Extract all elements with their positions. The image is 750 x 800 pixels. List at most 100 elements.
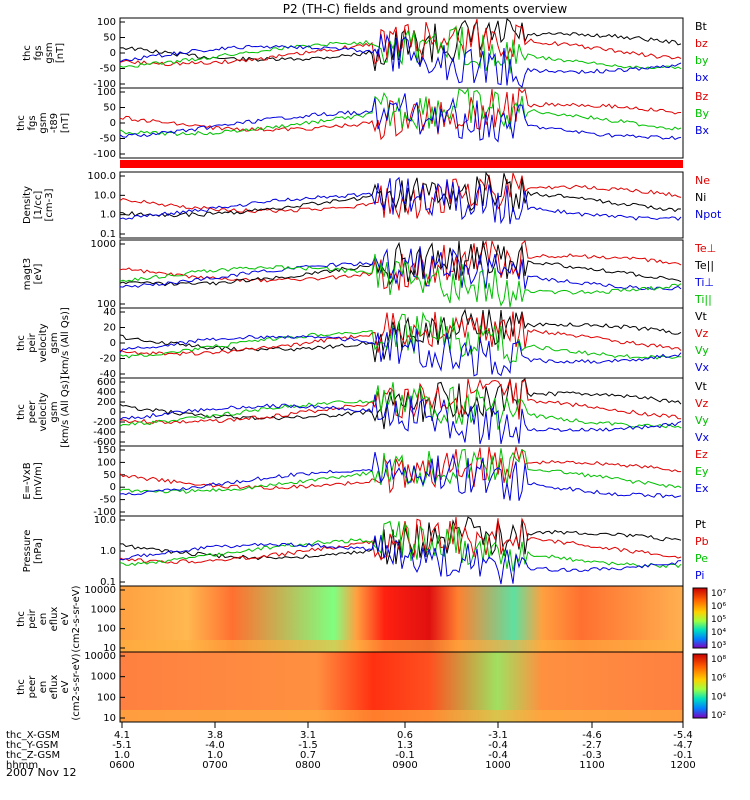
quality-flag-bar (120, 160, 683, 168)
axis-row-value: 0.6 (397, 730, 413, 741)
legend-Ni: Ni (695, 191, 706, 204)
y-tick-label: 400 (97, 387, 116, 398)
y-tick-label: 10000 (84, 651, 116, 662)
colorbar-peirflux (692, 587, 708, 649)
series-line-temp-1 (119, 240, 682, 287)
series-line-efield-1 (119, 448, 682, 494)
legend-Pb: Pb (695, 535, 709, 548)
axis-row-value: 1.0 (114, 750, 130, 761)
axis-row-value: 0800 (295, 760, 320, 771)
axis-row-value: 0700 (202, 760, 227, 771)
chart-title: P2 (TH-C) fields and ground moments over… (283, 2, 568, 16)
series-line-temp-2 (119, 246, 682, 291)
y-axis-label: [km/s (All Qs)] (60, 307, 71, 379)
y-tick-label: -50 (100, 495, 116, 506)
series-line-efield-2 (119, 451, 682, 501)
y-tick-label: 10 (103, 713, 116, 724)
series-line-fgs-0 (119, 18, 682, 71)
y-tick-label: 1000 (91, 239, 116, 250)
y-tick-label: 100 (97, 87, 116, 98)
series-line-peirvel-2 (119, 311, 682, 364)
legend-Bt: Bt (695, 20, 708, 33)
y-axis-label: (cm2-s-sr-eV) (71, 585, 82, 652)
y-tick-label: -50 (100, 134, 116, 145)
axis-row-value: 1000 (485, 760, 510, 771)
axis-row-value: -0.1 (673, 750, 693, 761)
colorbar-tick-label: 10⁴ (711, 628, 726, 638)
legend-Vz: Vz (695, 397, 709, 410)
series-line-peervel-1 (119, 378, 682, 425)
y-tick-label: 100 (97, 17, 116, 28)
panel-frame-fgs (119, 17, 684, 89)
y-tick-label: 100 (97, 457, 116, 468)
series-line-peirvel-3 (119, 327, 682, 377)
y-axis-label: gsm (38, 112, 49, 133)
y-tick-label: 1000 (91, 672, 116, 683)
y-tick-label: -100 (93, 507, 116, 518)
legend-Pt: Pt (695, 518, 707, 531)
panel-peerflux: 10⁸ 10⁶ 10⁴ 10² 10000 1000 100 10 thc peer en eflux… (16, 651, 726, 724)
y-tick-label: 20 (103, 323, 116, 334)
series-line-pressure-3 (119, 534, 682, 585)
y-tick-label: 40 (103, 307, 116, 318)
legend-Npot: Npot (695, 208, 722, 221)
y-axis-label: thc (16, 611, 27, 627)
axis-row-label: thc_X-GSM (6, 730, 60, 741)
legend-Vt: Vt (695, 380, 708, 393)
y-axis-label: peir (27, 608, 38, 628)
y-tick-label: -50 (100, 64, 116, 75)
x-axis-labels: thc_X-GSM 4.1 3.8 3.1 0.6 -3.1 -4.6 -5.4 thc_Y-G… (6, 722, 696, 771)
series-line-density-2 (119, 176, 682, 225)
y-axis-label: thc (22, 45, 33, 61)
y-tick-label: 100 (97, 299, 116, 310)
y-axis-label: velocity (38, 323, 49, 362)
y-tick-label: 200 (97, 397, 116, 408)
y-axis-label: E=-VxB (22, 462, 33, 499)
axis-row-value: 1.3 (397, 740, 413, 751)
y-tick-label: -200 (93, 417, 116, 428)
series-line-fgs-3 (119, 33, 682, 88)
y-tick-label: -400 (93, 427, 116, 438)
series-line-fgm-1 (119, 87, 682, 137)
legend-Vx: Vx (695, 431, 710, 444)
y-tick-label: 0 (110, 118, 116, 129)
axis-row-value: 0600 (109, 760, 134, 771)
y-tick-label: 50 (103, 103, 116, 114)
colorbar-tick-label: 10⁷ (711, 589, 726, 599)
y-axis-label: thc (16, 404, 27, 420)
axis-row-value: 1.0 (207, 750, 223, 761)
axis-row-value: 1200 (670, 760, 695, 771)
y-tick-label: 0.1 (100, 577, 116, 588)
legend-Vz: Vz (695, 327, 709, 340)
panel-frame-peerflux (119, 651, 684, 723)
y-tick-label: 0 (110, 482, 116, 493)
axis-row-value: 4.1 (114, 730, 130, 741)
series-line-fgm-0 (119, 87, 682, 141)
axis-row-value: 0900 (392, 760, 417, 771)
y-axis-label: eflux (49, 675, 60, 700)
y-axis-label: eV (60, 680, 71, 693)
series-line-peervel-2 (119, 382, 682, 430)
y-tick-label: 1.0 (100, 546, 116, 557)
y-tick-label: 50 (103, 470, 116, 481)
y-tick-label: 10000 (84, 585, 116, 596)
y-axis-label: [1/cc] (33, 191, 44, 220)
axis-row-value: 0.7 (300, 750, 316, 761)
panel-density: 100.0 10.0 1.0 0.1 Density [1/cc] [cm-3] Ne Ni Np… (22, 171, 722, 240)
series-line-efield-0 (119, 446, 681, 494)
y-tick-label: 0 (110, 407, 116, 418)
series-line-peervel-0 (119, 378, 682, 430)
y-axis-label: peer (27, 400, 38, 424)
y-axis-label: peir (27, 332, 38, 352)
colorbar-tick-label: 10⁵ (711, 615, 726, 625)
colorbar-peerflux (692, 653, 708, 719)
y-tick-label: 0 (110, 338, 116, 349)
y-axis-label: (cm2-s-sr-eV) (71, 653, 82, 720)
series-line-fgm-2 (119, 93, 682, 143)
colorbar-tick-label: 10⁶ (711, 602, 726, 612)
spectrogram-band (120, 710, 683, 722)
y-tick-label: 100 (97, 624, 116, 635)
axis-row-value: -2.7 (582, 740, 602, 751)
